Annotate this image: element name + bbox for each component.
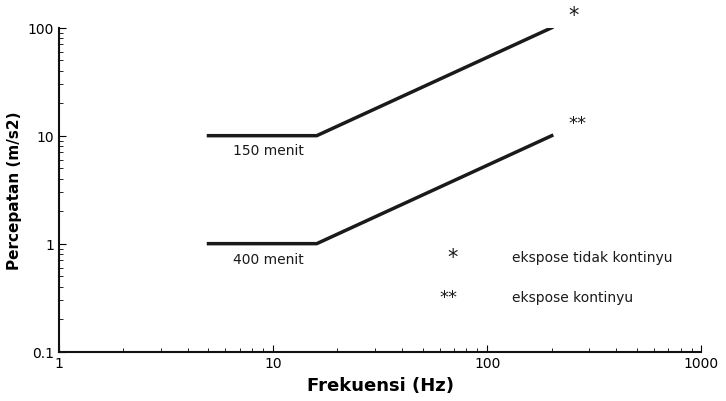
Text: *: * <box>568 6 579 26</box>
Text: **: ** <box>568 115 587 133</box>
Text: 150 menit: 150 menit <box>233 144 303 158</box>
X-axis label: Frekuensi (Hz): Frekuensi (Hz) <box>306 376 454 394</box>
Y-axis label: Percepatan (m/s2): Percepatan (m/s2) <box>7 111 22 269</box>
Text: ekspose tidak kontinyu: ekspose tidak kontinyu <box>512 251 672 265</box>
Text: *: * <box>447 247 457 267</box>
Text: ekspose kontinyu: ekspose kontinyu <box>512 290 633 304</box>
Text: **: ** <box>440 288 457 306</box>
Text: 400 menit: 400 menit <box>233 253 303 267</box>
